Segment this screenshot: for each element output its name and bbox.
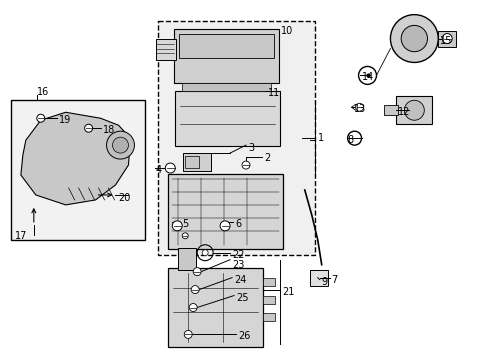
Text: 22: 22 xyxy=(232,250,244,260)
Text: 9: 9 xyxy=(321,276,327,287)
Circle shape xyxy=(106,131,134,159)
Text: 19: 19 xyxy=(59,115,71,125)
Text: 17: 17 xyxy=(15,231,27,241)
Circle shape xyxy=(184,330,192,338)
Bar xyxy=(396,96,431,124)
Circle shape xyxy=(191,285,199,293)
Bar xyxy=(178,248,196,270)
Circle shape xyxy=(404,100,424,120)
Text: 25: 25 xyxy=(236,293,248,302)
Bar xyxy=(437,31,455,46)
Bar xyxy=(179,33,273,58)
Circle shape xyxy=(112,137,128,153)
Text: 7: 7 xyxy=(331,275,337,285)
Text: 20: 20 xyxy=(118,193,131,203)
FancyBboxPatch shape xyxy=(174,28,278,84)
Circle shape xyxy=(355,103,363,111)
Text: 5: 5 xyxy=(182,219,188,229)
Text: 4: 4 xyxy=(155,165,161,175)
Circle shape xyxy=(182,233,188,239)
Text: 3: 3 xyxy=(247,143,254,153)
Bar xyxy=(158,21,314,255)
Circle shape xyxy=(389,15,437,62)
Text: 11: 11 xyxy=(267,88,280,98)
Text: 24: 24 xyxy=(234,275,246,285)
Text: 18: 18 xyxy=(102,125,115,135)
Circle shape xyxy=(242,161,249,169)
Bar xyxy=(384,105,398,115)
Circle shape xyxy=(202,250,208,256)
Text: 23: 23 xyxy=(232,260,244,270)
Bar xyxy=(309,270,327,285)
Text: 10: 10 xyxy=(280,26,292,36)
Circle shape xyxy=(193,268,201,276)
Text: 12: 12 xyxy=(398,107,410,117)
Text: 8: 8 xyxy=(347,135,353,145)
FancyBboxPatch shape xyxy=(168,174,282,249)
Text: 26: 26 xyxy=(238,332,250,341)
Bar xyxy=(263,296,274,303)
Bar xyxy=(263,278,274,285)
Text: 2: 2 xyxy=(264,153,270,163)
FancyBboxPatch shape xyxy=(175,91,279,146)
Circle shape xyxy=(165,163,175,173)
Text: 21: 21 xyxy=(281,287,294,297)
Polygon shape xyxy=(21,112,130,205)
Circle shape xyxy=(220,221,229,231)
Bar xyxy=(182,84,270,91)
Text: 15: 15 xyxy=(439,36,452,46)
Text: 1: 1 xyxy=(317,133,323,143)
Circle shape xyxy=(172,221,182,231)
Circle shape xyxy=(84,124,92,132)
Bar xyxy=(263,314,274,321)
Text: 14: 14 xyxy=(361,72,373,82)
Bar xyxy=(185,156,199,168)
FancyBboxPatch shape xyxy=(168,268,263,347)
Bar xyxy=(156,39,176,60)
Circle shape xyxy=(441,33,451,44)
Circle shape xyxy=(189,303,197,311)
Bar xyxy=(11,100,145,240)
Circle shape xyxy=(37,114,45,122)
Text: 16: 16 xyxy=(37,87,49,97)
Bar xyxy=(183,153,211,171)
Text: 13: 13 xyxy=(353,104,365,114)
Circle shape xyxy=(400,26,427,52)
Text: 6: 6 xyxy=(235,219,241,229)
